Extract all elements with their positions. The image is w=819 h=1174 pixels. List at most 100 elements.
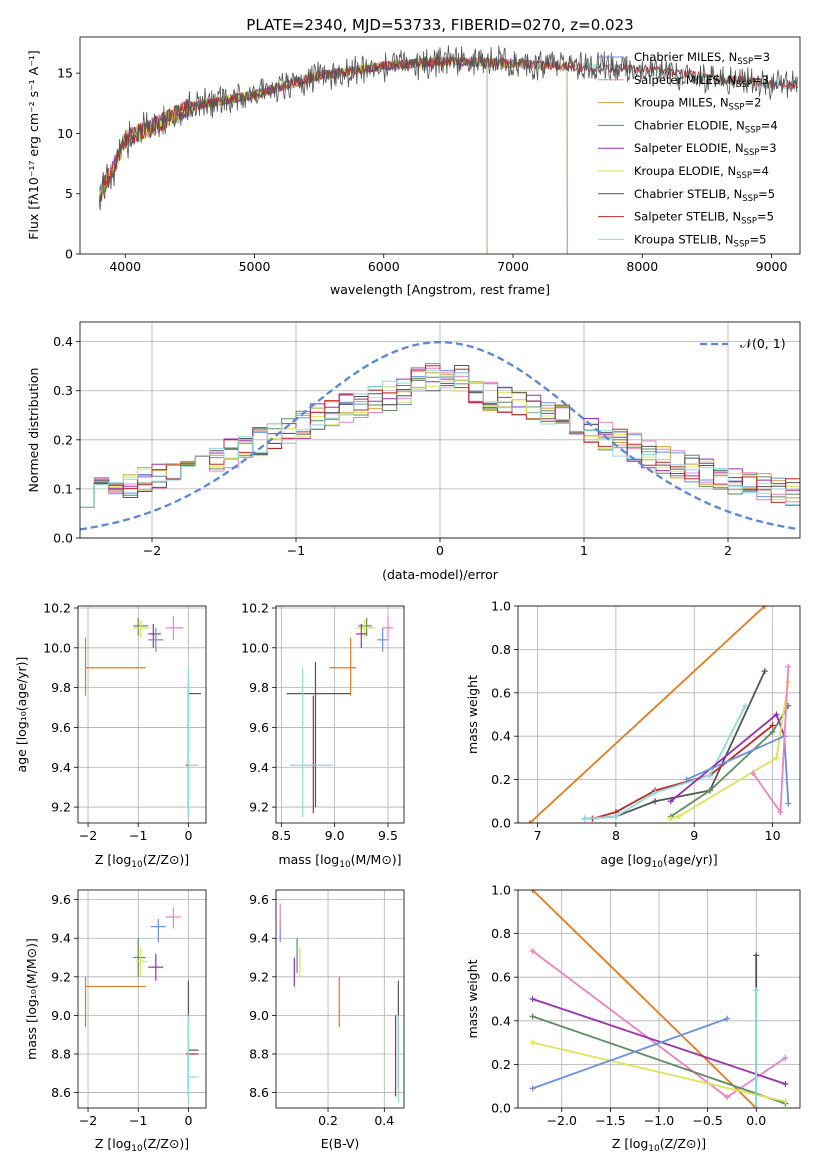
legend-label: Salpeter ELODIE, NSSP=3 xyxy=(634,141,777,158)
legend-label: Salpeter MILES, NSSP=3 xyxy=(634,73,769,90)
legend-label-sub: SSP xyxy=(736,171,752,181)
x-tick-label: 2 xyxy=(724,543,732,558)
y-tick-label: 0.4 xyxy=(491,1013,511,1028)
weight-line xyxy=(670,705,790,818)
legend-label-main: Salpeter STELIB, N xyxy=(634,210,741,224)
x-tick-label: −2 xyxy=(143,543,161,558)
axes-frame xyxy=(77,889,207,1109)
legend-label-main: Chabrier ELODIE, N xyxy=(634,118,745,132)
weight-marker xyxy=(777,809,784,816)
x-tick-label: 9.0 xyxy=(325,828,345,843)
weight-marker xyxy=(529,1039,536,1046)
x-axis-label-main: Z [log xyxy=(95,1136,131,1151)
x-tick-label: 0.4 xyxy=(374,1113,394,1128)
weight-line xyxy=(670,712,786,802)
y-tick-label: 15 xyxy=(57,66,73,81)
legend-label-sub: SSP xyxy=(729,103,745,113)
plot-area xyxy=(99,45,798,254)
spectrum-line xyxy=(99,55,568,254)
y-tick-label: 10.0 xyxy=(43,640,71,655)
axes-frame xyxy=(79,36,801,255)
plot-area xyxy=(279,903,399,1103)
histogram-step xyxy=(80,369,800,508)
spectrum-line xyxy=(99,55,488,254)
legend-label-sub: SSP xyxy=(734,239,750,249)
legend-label: Chabrier STELIB, NSSP=5 xyxy=(634,187,775,204)
y-tick-label: 9.4 xyxy=(249,760,269,775)
x-tick-label: −1 xyxy=(129,828,147,843)
y-tick-label: 9.2 xyxy=(51,800,71,815)
weight-marker xyxy=(706,787,713,794)
legend-label-sub: SSP xyxy=(741,217,757,227)
weight-marker xyxy=(753,987,760,994)
legend-label: Chabrier MILES, NSSP=3 xyxy=(634,50,770,67)
axes-frame xyxy=(275,889,405,1109)
axes-frame xyxy=(79,321,801,539)
y-axis-label: mass weight xyxy=(465,959,480,1038)
x-tick-label: 0 xyxy=(184,828,192,843)
x-axis-label: E(B-V) xyxy=(321,1136,360,1151)
x-tick-label: 6000 xyxy=(368,259,400,274)
x-axis-label-sub: 10 xyxy=(131,1144,143,1154)
weight-marker xyxy=(785,663,792,670)
plot-area xyxy=(80,341,800,531)
legend-label-sub: SSP xyxy=(745,125,761,135)
plot-area xyxy=(286,615,394,818)
legend-label: Kroupa ELODIE, NSSP=4 xyxy=(634,164,769,181)
y-tick-label: 0.2 xyxy=(491,772,511,787)
y-tick-label: 9.6 xyxy=(249,720,269,735)
legend-label-tail: =5 xyxy=(758,187,775,201)
y-axis-label: mass [log₁₀(M/M⊙)] xyxy=(24,938,39,1060)
plot-area xyxy=(526,606,792,823)
legend-label-tail: =3 xyxy=(760,141,777,155)
legend-label-main: Salpeter ELODIE, N xyxy=(634,141,744,155)
x-tick-label: 8000 xyxy=(626,259,658,274)
y-tick-label: 9.0 xyxy=(51,1008,71,1023)
weight-line xyxy=(532,1041,786,1103)
legend-label-tail: =4 xyxy=(752,164,769,178)
weight-marker xyxy=(675,813,682,820)
weight-marker xyxy=(529,948,536,955)
x-axis-label-tail: (Z/Z⊙)] xyxy=(143,1136,189,1151)
x-axis-label-main: Z [log xyxy=(612,1136,648,1151)
y-tick-label: 9.8 xyxy=(249,680,269,695)
y-tick-label: 8.6 xyxy=(51,1085,71,1100)
weight-line xyxy=(529,606,766,823)
weight-marker xyxy=(742,702,749,709)
x-axis-label-tail: (M/M⊙)] xyxy=(351,852,402,867)
y-tick-label: 0.3 xyxy=(53,383,73,398)
weight-marker xyxy=(782,1098,789,1105)
x-tick-label: 8 xyxy=(612,828,620,843)
x-tick-label: −2 xyxy=(79,828,97,843)
plot-area xyxy=(529,890,789,1108)
y-tick-label: 0.6 xyxy=(491,970,511,985)
legend-label-main: Kroupa STELIB, N xyxy=(634,232,734,246)
x-tick-label: 8.5 xyxy=(271,828,291,843)
x-axis-label-sub: 10 xyxy=(131,860,143,870)
y-tick-label: 5 xyxy=(65,186,73,201)
weight-marker xyxy=(769,728,776,735)
legend-label-sub: SSP xyxy=(737,57,753,67)
y-tick-label: 0.0 xyxy=(491,816,511,831)
weight-marker xyxy=(769,722,776,729)
y-tick-label: 9.6 xyxy=(249,892,269,907)
weight-marker xyxy=(529,1085,536,1092)
axes-frame xyxy=(77,605,207,824)
weight-marker xyxy=(667,798,674,805)
legend-label-main: Kroupa ELODIE, N xyxy=(634,164,736,178)
y-tick-label: 0 xyxy=(65,247,73,262)
legend-label-tail: =3 xyxy=(752,73,769,87)
weight-marker xyxy=(724,1015,731,1022)
weight-marker xyxy=(773,711,780,718)
x-axis-label: Z [log10(Z/Z⊙)] xyxy=(95,852,189,870)
legend-label-tail: =4 xyxy=(761,118,778,132)
x-tick-label: 0.2 xyxy=(318,1113,338,1128)
x-tick-label: 9 xyxy=(690,828,698,843)
x-tick-label: 0.0 xyxy=(746,1113,766,1128)
x-tick-label: −1 xyxy=(129,1113,147,1128)
y-tick-label: 9.8 xyxy=(51,680,71,695)
y-tick-label: 0.8 xyxy=(491,926,511,941)
weight-marker xyxy=(529,996,536,1002)
y-tick-label: 1.0 xyxy=(491,883,511,898)
